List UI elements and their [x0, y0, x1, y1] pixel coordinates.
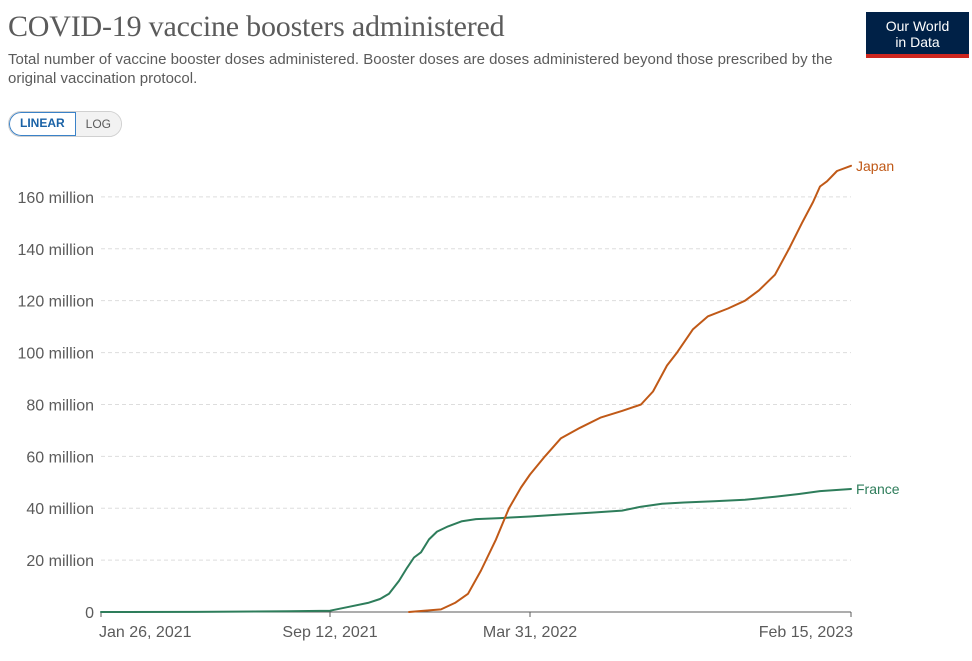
axes: 0 20 million 40 million 60 million 80 millio…	[18, 190, 854, 641]
y-tick-label: 120 million	[18, 294, 94, 311]
owid-logo[interactable]: Our World in Data	[866, 12, 969, 58]
y-tick-label: 100 million	[18, 346, 94, 363]
x-tick-label: Feb 15, 2023	[759, 624, 853, 641]
logo-line-2: in Data	[895, 34, 940, 50]
scale-toggle: LINEAR LOG	[8, 111, 123, 137]
series-line-france	[100, 488, 852, 613]
logo-line-1: Our World	[885, 18, 950, 34]
y-tick-label: 20 million	[26, 553, 94, 570]
chart-title: COVID-19 vaccine boosters administered	[8, 10, 505, 43]
x-tick-label: Mar 31, 2022	[483, 624, 577, 641]
x-tick-label: Jan 26, 2021	[99, 624, 192, 641]
linear-scale-button[interactable]: LINEAR	[9, 112, 76, 136]
chart-subtitle: Total number of vaccine booster doses ad…	[8, 51, 833, 87]
x-tick-label: Sep 12, 2021	[282, 624, 377, 641]
grid-lines	[101, 196, 851, 561]
series-label-france: France	[856, 481, 900, 497]
y-tick-label: 80 million	[26, 397, 94, 414]
series-labels: France Japan	[856, 158, 900, 497]
y-tick-label: 0	[85, 605, 94, 622]
series-line-japan	[408, 164, 852, 613]
log-scale-button[interactable]: LOG	[75, 112, 122, 136]
series-lines	[100, 164, 852, 613]
y-tick-label: 60 million	[26, 449, 94, 466]
y-tick-label: 160 million	[18, 190, 94, 207]
y-tick-label: 140 million	[18, 242, 94, 259]
y-tick-label: 40 million	[26, 501, 94, 518]
series-label-japan: Japan	[856, 158, 894, 174]
